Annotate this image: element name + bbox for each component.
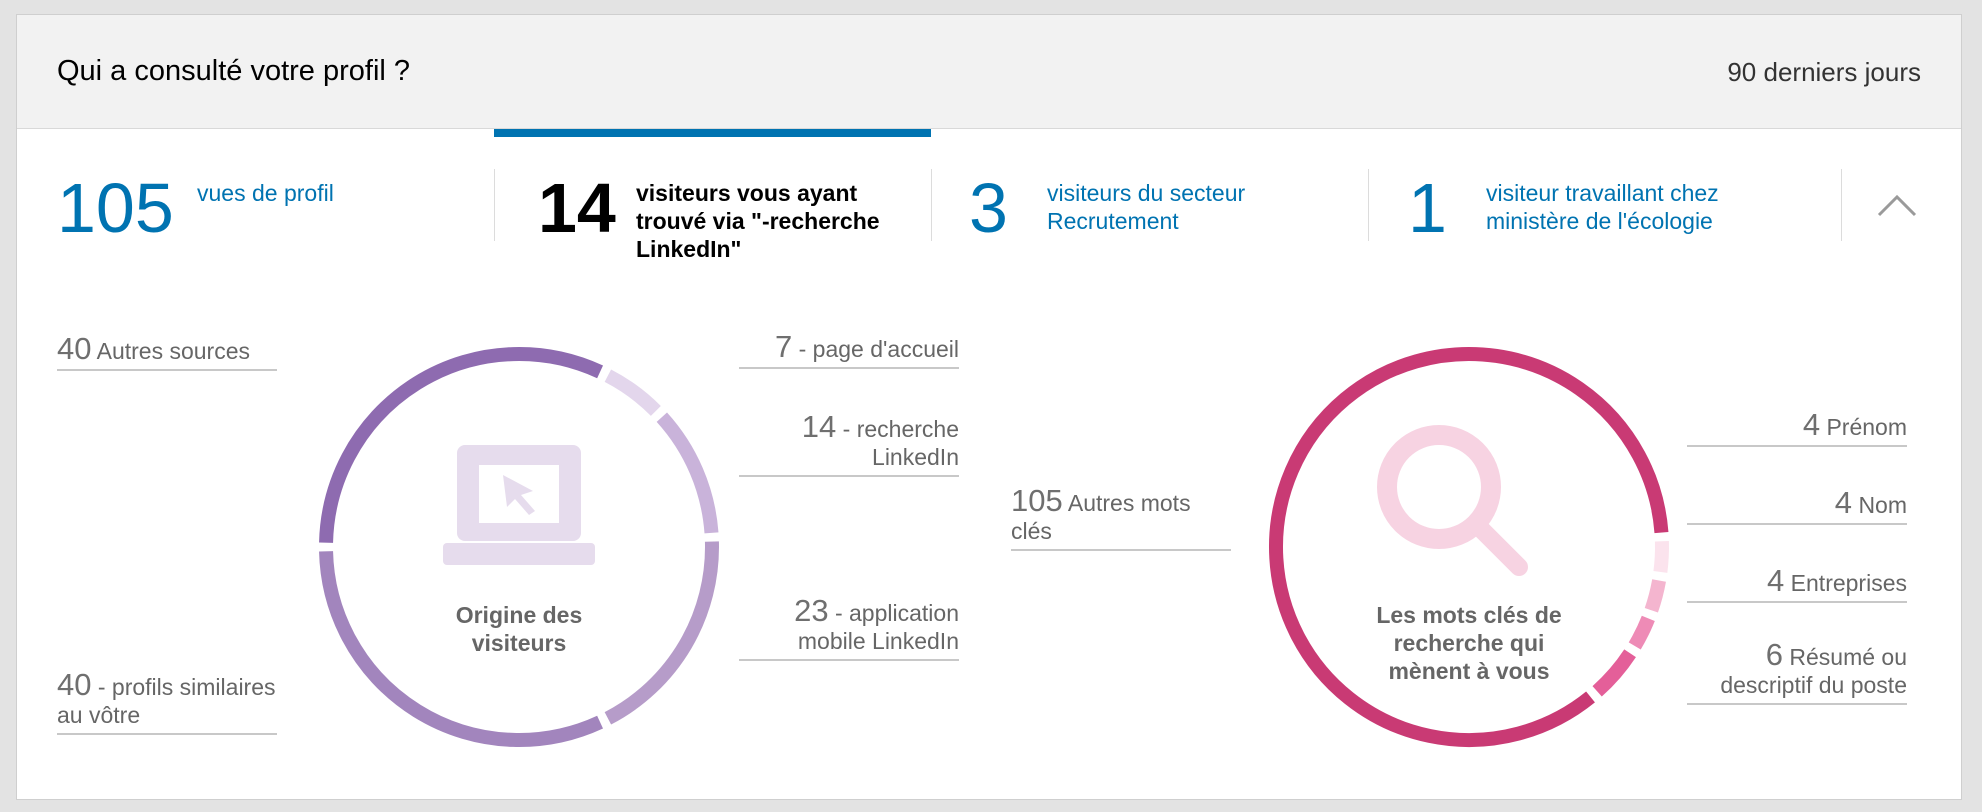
tab-divider xyxy=(931,169,932,241)
keywords-legend-last-name: 4 Nom xyxy=(1687,487,1907,525)
tab-label: vues de profil xyxy=(197,180,334,206)
legend-label: Entreprises xyxy=(1790,570,1907,596)
ring-segment-first-name xyxy=(1653,541,1669,573)
origin-legend-linkedin-search: 14 - recherche LinkedIn xyxy=(739,411,959,477)
tab-value: 3 xyxy=(969,169,1008,247)
ring-segment-mobile-app xyxy=(604,541,719,725)
legend-value: 4 xyxy=(1834,485,1853,520)
tab-label: visiteurs vous ayant trouvé via "-recher… xyxy=(636,180,880,262)
legend-value: 4 xyxy=(1802,407,1821,442)
card-header: Qui a consulté votre profil ? 90 dernier… xyxy=(17,15,1961,129)
ring-segment-homepage xyxy=(604,369,661,416)
legend-label: - application mobile LinkedIn xyxy=(797,600,959,654)
ring-segment-other-sources xyxy=(319,347,604,543)
tab-value: 14 xyxy=(538,169,616,247)
tab-label: visiteurs du secteur Recrutement xyxy=(1047,180,1246,234)
legend-value: 23 xyxy=(794,593,829,628)
origin-legend-similar-profiles: 40 - profils similaires au vôtre xyxy=(57,669,277,735)
origin-legend-other-sources: 40 Autres sources xyxy=(57,333,277,371)
origin-ring-segments xyxy=(319,347,719,747)
tab-value: 105 xyxy=(57,169,174,247)
legend-label: Autres sources xyxy=(96,338,251,364)
origin-legend-mobile-app: 23 - application mobile LinkedIn xyxy=(739,595,959,661)
ring-segment-similar-profiles xyxy=(319,551,604,747)
ring-segment-summary xyxy=(1592,649,1636,697)
legend-label: Autres mots clés xyxy=(1011,490,1191,544)
keywords-legend-other: 105 Autres mots clés xyxy=(1011,485,1231,551)
tab-company-visitors[interactable]: 1 visiteur travaillant chez ministère de… xyxy=(1368,129,1841,279)
origin-chart-title: Origine des visiteurs xyxy=(455,602,583,656)
legend-value: 6 xyxy=(1765,637,1783,672)
tab-profile-views[interactable]: 105 vues de profil xyxy=(17,129,494,279)
keywords-ring-segments xyxy=(1269,347,1669,747)
date-range: 90 derniers jours xyxy=(1727,57,1921,87)
tab-divider xyxy=(1841,169,1842,241)
tab-divider xyxy=(1368,169,1369,241)
ring-segment-linkedin-search xyxy=(656,412,719,534)
origin-legend-homepage: 7 - page d'accueil xyxy=(739,331,959,369)
tab-linkedin-search-visitors[interactable]: 14 visiteurs vous ayant trouvé via "-rec… xyxy=(494,129,931,279)
keywords-donut-chart xyxy=(1269,347,1669,747)
tab-value: 1 xyxy=(1408,169,1447,247)
chevron-up-icon[interactable] xyxy=(1877,185,1917,225)
tab-recruitment-visitors[interactable]: 3 visiteurs du secteur Recrutement xyxy=(931,129,1368,279)
ring-segment-last-name xyxy=(1644,579,1666,613)
tab-label: visiteur travaillant chez ministère de l… xyxy=(1486,180,1719,234)
legend-value: 4 xyxy=(1767,563,1785,598)
ring-segment-companies xyxy=(1628,615,1655,650)
tab-divider xyxy=(494,169,495,241)
legend-value: 40 xyxy=(57,667,92,702)
keywords-legend-companies: 4 Entreprises xyxy=(1687,565,1907,603)
origin-donut-chart xyxy=(319,347,719,747)
legend-label: - recherche LinkedIn xyxy=(842,416,959,470)
active-tab-indicator xyxy=(494,129,931,137)
legend-value: 40 xyxy=(57,331,92,366)
legend-value: 7 xyxy=(774,329,793,364)
laptop-cursor-icon xyxy=(443,445,595,565)
legend-label: Nom xyxy=(1858,492,1907,518)
legend-label: - profils similaires au vôtre xyxy=(57,674,276,728)
legend-value: 105 xyxy=(1011,483,1063,518)
legend-label: - page d'accueil xyxy=(798,336,959,362)
legend-value: 14 xyxy=(801,409,837,444)
profile-views-card: Qui a consulté votre profil ? 90 dernier… xyxy=(16,14,1962,800)
legend-label: Prénom xyxy=(1826,414,1907,440)
keywords-legend-summary: 6 Résumé ou descriptif du poste xyxy=(1687,639,1907,705)
card-title: Qui a consulté votre profil ? xyxy=(57,55,411,87)
magnifier-icon xyxy=(1377,425,1528,576)
legend-label: Résumé ou descriptif du poste xyxy=(1720,644,1907,698)
keywords-chart-title: Les mots clés de recherche qui mènent à … xyxy=(1376,602,1562,684)
keywords-legend-first-name: 4 Prénom xyxy=(1687,409,1907,447)
ring-segment-other-keywords xyxy=(1269,347,1669,747)
panel-pointer xyxy=(985,797,1009,799)
